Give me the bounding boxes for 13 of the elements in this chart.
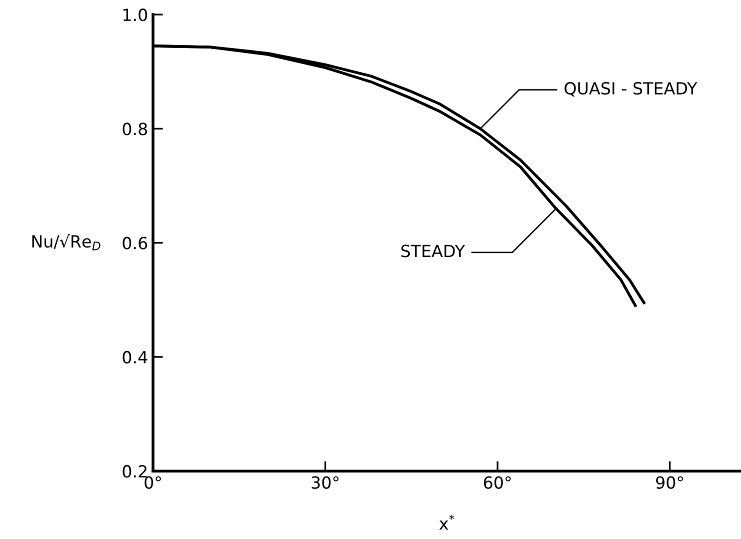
x-tick-label: 30° xyxy=(312,476,338,489)
y-tick-label: 0.8 xyxy=(122,122,148,136)
y-tick-label: 0.4 xyxy=(122,350,148,364)
x-tick-label: 90° xyxy=(656,476,683,489)
y-tick-label: 0.6 xyxy=(122,236,148,250)
x-tick-label: 60° xyxy=(484,476,511,489)
y-axis-title: Nu/√Re$_{D}$ xyxy=(32,234,100,250)
y-tick-label: 0.2 xyxy=(122,465,146,478)
annotation: QUASI - STEADY xyxy=(564,82,698,97)
x-axis-title: x$^{*}$ xyxy=(439,514,454,530)
annotation: STEADY xyxy=(401,244,466,258)
y-tick-label: 1.0 xyxy=(123,8,148,22)
x-tick-label: 0° xyxy=(144,476,161,489)
